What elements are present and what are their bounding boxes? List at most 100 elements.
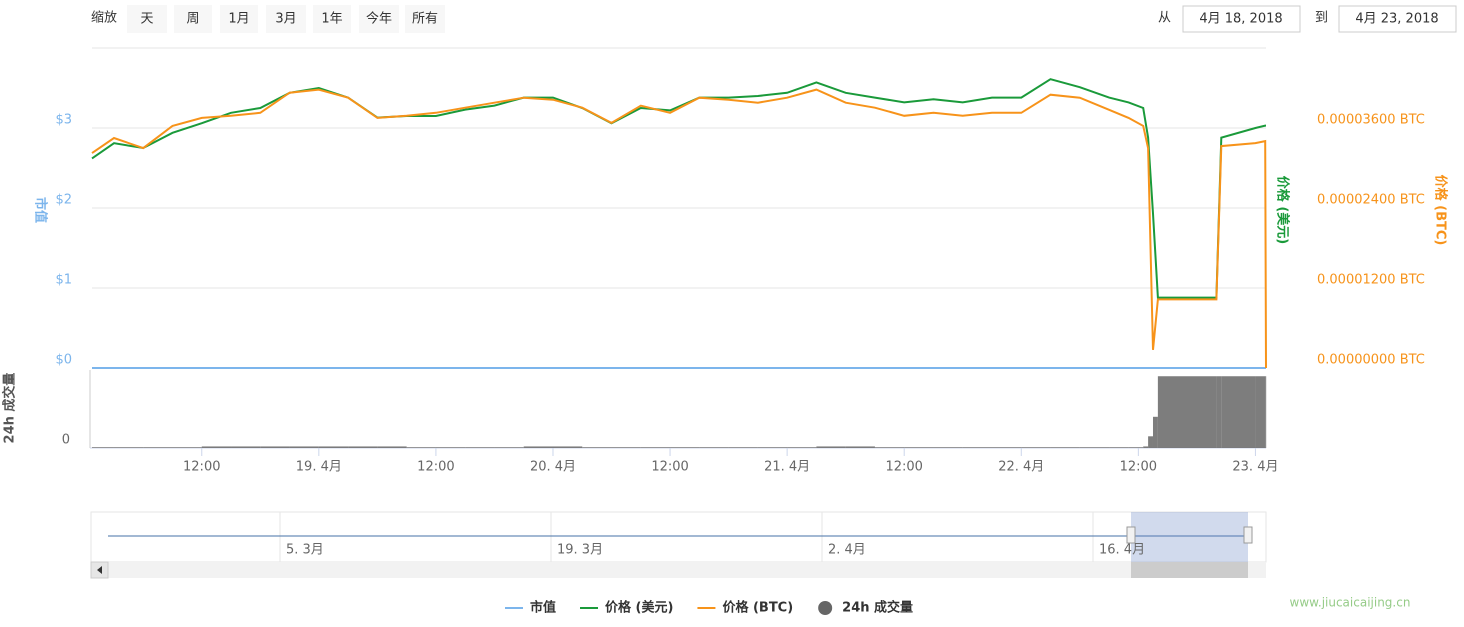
volume-bar [1050, 447, 1080, 448]
from-label: 从 [1158, 11, 1171, 26]
navigator-label: 16. 4月 [1099, 543, 1145, 558]
x-tick-label: 22. 4月 [998, 460, 1044, 475]
volume-tick-label: 0 [62, 433, 70, 448]
x-tick-label: 23. 4月 [1232, 460, 1278, 475]
volume-bar [552, 446, 583, 448]
scroll-thumb[interactable] [1131, 562, 1248, 578]
volume-bar [260, 446, 290, 448]
y2-tick-label: 0.00000000 BTC [1317, 353, 1425, 368]
volume-bar [231, 446, 261, 448]
volume-bar [289, 446, 319, 448]
volume-bar [670, 447, 700, 448]
volume-bar [1148, 436, 1153, 448]
x-tick-label: 21. 4月 [764, 460, 810, 475]
x-tick-label: 12:00 [417, 460, 454, 475]
volume-bar [1255, 376, 1266, 448]
volume-bar [1152, 416, 1158, 448]
volume-bar [1221, 376, 1256, 448]
y2-tick-label: 0.00002400 BTC [1317, 193, 1425, 208]
legend-label[interactable]: 价格 (BTC) [722, 600, 793, 616]
volume-bar [172, 447, 202, 448]
to-date[interactable]: 4月 23, 2018 [1355, 12, 1438, 27]
x-tick-label: 20. 4月 [530, 460, 576, 475]
legend-label[interactable]: 市值 [530, 600, 556, 616]
volume-bar [640, 447, 671, 448]
zoom-button[interactable] [174, 5, 212, 33]
zoom-label: 缩放 [91, 10, 117, 26]
zoom-button[interactable] [405, 5, 445, 33]
y-tick-label: $3 [55, 113, 72, 128]
volume-bar [904, 447, 934, 448]
navigator-label: 2. 4月 [828, 543, 866, 558]
zoom-button[interactable] [359, 5, 399, 33]
navigator-label: 19. 3月 [557, 543, 603, 558]
from-date[interactable]: 4月 18, 2018 [1199, 12, 1282, 27]
volume-bar [465, 447, 495, 448]
volume-bar [757, 447, 788, 448]
price-line [91, 88, 1267, 369]
volume-bar [143, 447, 173, 448]
volume-bar [933, 447, 963, 448]
x-tick-label: 12:00 [183, 460, 220, 475]
x-tick-label: 12:00 [885, 460, 922, 475]
zoom-button-label[interactable]: 天 [140, 12, 153, 27]
zoom-button-label[interactable]: 1年 [321, 12, 342, 27]
volume-bar [406, 447, 436, 448]
x-tick-label: 19. 4月 [296, 460, 342, 475]
volume-bar [1265, 376, 1267, 448]
volume-bar [962, 447, 993, 448]
legend-label[interactable]: 价格 (美元) [605, 600, 673, 616]
volume-bar [1143, 446, 1149, 448]
volume-axis-title: 24h 成交量 [2, 373, 18, 444]
volume-bar [1157, 376, 1217, 448]
zoom-button-label[interactable]: 1月 [228, 12, 249, 27]
zoom-button[interactable] [220, 5, 258, 33]
volume-bar [348, 446, 378, 448]
navigator-handle[interactable] [1243, 526, 1253, 544]
from-input[interactable] [1182, 5, 1301, 33]
navigator-selection[interactable] [1131, 512, 1248, 562]
volume-bar [201, 446, 232, 448]
y2-tick-label: 0.00003600 BTC [1317, 113, 1425, 128]
navigator: 5. 3月 19. 3月 2. 4月 16. 4月 [90, 511, 1267, 579]
zoom-button[interactable] [127, 5, 167, 33]
to-input[interactable] [1338, 5, 1457, 33]
legend-label[interactable]: 24h 成交量 [842, 600, 913, 616]
volume-bar [816, 446, 846, 448]
y2-axis-title-usd: 价格 (美元) [1275, 176, 1291, 244]
volume-bar [377, 446, 407, 448]
y2-tick-label: 0.00001200 BTC [1317, 273, 1425, 288]
volume-bar [1128, 447, 1144, 448]
volume-bar [611, 447, 641, 448]
y-axis-title: 市值 [33, 197, 49, 223]
to-label: 到 [1315, 11, 1328, 26]
zoom-button-label[interactable]: 周 [186, 12, 199, 27]
zoom-button[interactable] [313, 5, 351, 33]
volume-bar [582, 447, 612, 448]
y-tick-label: $2 [55, 193, 72, 208]
y2-axis-title-btc: 价格 (BTC) [1433, 175, 1449, 246]
volume-bar [728, 447, 758, 448]
volume-bar [787, 447, 817, 448]
volume-bar [1079, 447, 1110, 448]
volume-bar [92, 447, 114, 448]
volume-bar [113, 447, 144, 448]
watermark: www.jiucaicaijing.cn [1290, 596, 1411, 610]
zoom-button-label[interactable]: 所有 [412, 12, 438, 27]
x-tick-label: 12:00 [1120, 460, 1157, 475]
scrollbar[interactable] [91, 562, 1266, 578]
volume-bar [318, 446, 349, 448]
navigator-label: 5. 3月 [286, 543, 324, 558]
zoom-button-label[interactable]: 3月 [275, 12, 296, 27]
price-line [91, 78, 1266, 299]
navigator-handle[interactable] [1126, 526, 1136, 544]
zoom-button[interactable] [266, 5, 306, 33]
zoom-button-label[interactable]: 今年 [366, 11, 392, 27]
volume-bar [699, 447, 729, 448]
y-tick-label: $0 [55, 353, 72, 368]
x-tick-label: 12:00 [651, 460, 688, 475]
volume-bar [845, 446, 875, 448]
legend-symbol[interactable] [818, 601, 833, 615]
volume-bar [1021, 447, 1051, 448]
